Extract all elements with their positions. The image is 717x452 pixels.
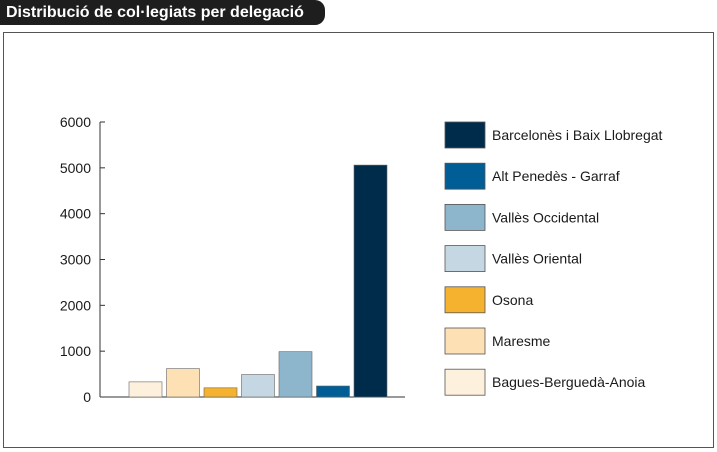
legend-label: Vallès Oriental: [492, 251, 582, 267]
y-axis: 0 1000 2000 3000 4000 5000 6000: [60, 114, 405, 405]
legend-label: Barcelonès i Baix Llobregat: [492, 127, 663, 143]
chart-frame: [3, 32, 714, 448]
y-tick-label: 0: [83, 389, 91, 405]
chart-title: Distribució de col·legiats per delegació: [0, 0, 325, 25]
bar-osona: [203, 387, 238, 398]
legend-swatch: [444, 203, 486, 231]
legend-swatch: [444, 286, 486, 314]
legend-label: Osona: [492, 292, 533, 308]
y-tick-label: 5000: [60, 160, 91, 176]
legend-label: Alt Penedès - Garraf: [492, 168, 620, 184]
y-tick-label: 6000: [60, 114, 91, 130]
bar-maresme: [166, 368, 200, 398]
legend-swatch: [444, 368, 486, 396]
legend-label: Bagues-Berguedà-Anoia: [492, 374, 646, 390]
y-tick-label: 2000: [60, 297, 91, 313]
legend-swatch: [444, 245, 486, 273]
bar-vall-s-oriental: [241, 374, 275, 398]
legend-swatch: [444, 121, 486, 149]
bar-barcelon-s-i-baix-llobregat: [353, 164, 388, 398]
bars: [128, 164, 388, 398]
y-tick-label: 3000: [60, 252, 91, 268]
legend-swatch: [444, 162, 486, 190]
legend-swatch: [444, 327, 486, 355]
bar-vall-s-occidental: [278, 351, 313, 398]
legend: Barcelonès i Baix Llobregat Alt Penedès -…: [444, 121, 663, 396]
bar-bagues-bergued-anoia: [128, 381, 163, 398]
legend-label: Vallès Occidental: [492, 209, 599, 225]
legend-label: Maresme: [492, 333, 551, 349]
y-tick-label: 4000: [60, 206, 91, 222]
y-tick-label: 1000: [60, 343, 91, 359]
bar-alt-pened-s-garraf: [316, 385, 350, 398]
